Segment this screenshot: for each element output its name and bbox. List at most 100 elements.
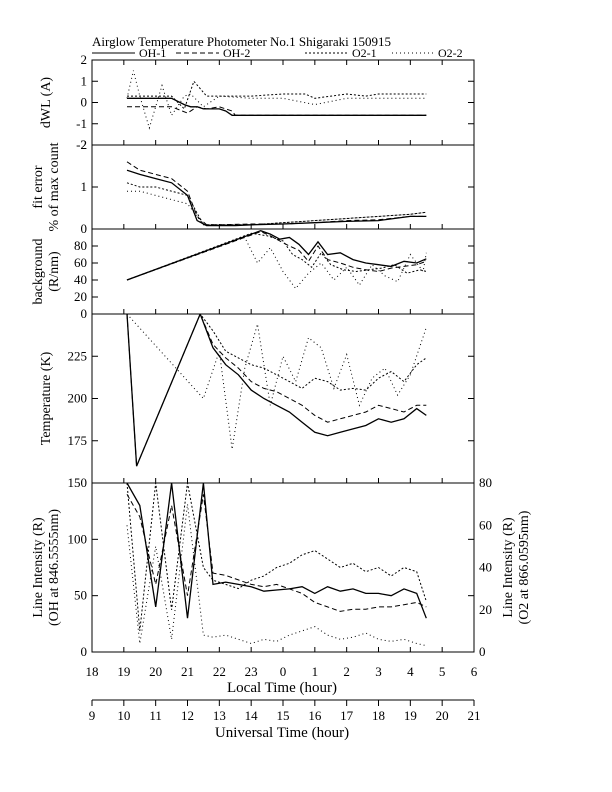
- series-group-temp: [126, 314, 427, 467]
- panels: -2 -1 0 1 2 dWL (A) 0 1 2 fit error% of max count…: [31, 52, 532, 659]
- xtick-label-universal-5: 14: [245, 708, 259, 723]
- ytick-label-dwl-2: 0: [81, 95, 88, 110]
- ytick-right-label-int-1: 20: [479, 602, 492, 617]
- series-int-oh2: [126, 494, 427, 612]
- ytick-label-int-3: 150: [68, 475, 88, 490]
- series-group-bg: [126, 230, 427, 290]
- xtick-label-universal-0: 9: [89, 708, 96, 723]
- ytick-label-fit-0: 0: [81, 221, 88, 236]
- ylabel-right-int-0: Line Intensity (R): [501, 517, 516, 618]
- ytick-label-temp-1: 200: [68, 391, 88, 406]
- xtick-label-local-11: 5: [439, 664, 446, 679]
- xtick-label-universal-3: 12: [181, 708, 194, 723]
- ylabel-temp-0: Temperature (K): [39, 351, 54, 445]
- ytick-label-bg-4: 80: [74, 238, 87, 253]
- legend-item-o21: O2-1: [305, 46, 377, 60]
- series-dwl-oh2: [127, 106, 427, 116]
- ylabel-right-int-1: (O2 at 866.0595nm): [517, 510, 532, 624]
- series-dwl-o22: [126, 70, 427, 130]
- ytick-right-label-int-3: 60: [479, 517, 492, 532]
- ylabel-dwl-0: dWL (A): [39, 77, 54, 129]
- ytick-label-temp-0: 175: [68, 433, 88, 448]
- xtick-label-universal-11: 20: [436, 708, 449, 723]
- legend-label-oh1: OH-1: [139, 46, 166, 60]
- xtick-label-local-12: 6: [471, 664, 478, 679]
- ylabel-bg-1: (R/nm): [47, 251, 62, 292]
- ytick-label-int-2: 100: [68, 531, 88, 546]
- xtick-label-local-8: 2: [343, 664, 350, 679]
- series-group-fit: [126, 161, 427, 227]
- series-int-o21: [126, 483, 427, 631]
- xtick-label-local-6: 0: [280, 664, 287, 679]
- xtick-label-universal-7: 16: [308, 708, 322, 723]
- x-axis-local-time: Local Time (hour) 18 19 20 21 22 23 0 1 2 3 4 5 6: [86, 664, 478, 696]
- series-bg-o22: [126, 236, 427, 290]
- panel-fit: 0 1 2 fit error% of max count: [31, 137, 475, 236]
- series-bg-o21: [126, 232, 427, 281]
- ylabel-bg-0: background: [31, 238, 46, 304]
- xtick-label-local-2: 20: [149, 664, 162, 679]
- series-group-int: [126, 483, 427, 647]
- x-axis-label-universal-time: Universal Time (hour): [215, 725, 349, 741]
- ytick-label-fit-2: 2: [81, 137, 88, 152]
- chart-title: Airglow Temperature Photometer No.1 Shig…: [92, 34, 391, 49]
- xtick-label-local-10: 4: [407, 664, 414, 679]
- ytick-label-bg-2: 40: [74, 272, 87, 287]
- xtick-label-universal-1: 10: [117, 708, 130, 723]
- legend-label-oh2: OH-2: [223, 46, 250, 60]
- series-dwl-oh1: [127, 97, 427, 116]
- xtick-label-universal-8: 17: [340, 708, 354, 723]
- legend-item-oh1: OH-1: [92, 46, 166, 60]
- ytick-label-fit-1: 1: [81, 179, 88, 194]
- series-group-dwl: [126, 70, 427, 130]
- legend-label-o22: O2-2: [438, 46, 463, 60]
- ytick-label-dwl-1: -1: [76, 116, 87, 131]
- series-int-o22: [126, 504, 427, 647]
- ytick-label-int-0: 0: [81, 644, 88, 659]
- xtick-label-local-3: 21: [181, 664, 194, 679]
- series-fit-o21: [126, 182, 427, 226]
- panel-bg: 0 20 40 60 80 background (R/nm): [31, 228, 475, 321]
- series-temp-oh1: [126, 314, 427, 467]
- series-temp-oh2: [126, 314, 427, 467]
- xtick-label-universal-9: 18: [372, 708, 385, 723]
- ytick-right-label-int-0: 0: [479, 644, 486, 659]
- xtick-label-local-4: 22: [213, 664, 226, 679]
- ytick-label-int-1: 50: [74, 588, 87, 603]
- panel-frame-temp: [91, 313, 475, 484]
- ytick-label-bg-0: 0: [81, 306, 88, 321]
- ytick-label-bg-3: 60: [74, 255, 87, 270]
- series-dwl-o21: [127, 80, 427, 110]
- panel-frame-dwl: [91, 59, 475, 146]
- ytick-label-bg-1: 20: [74, 289, 87, 304]
- series-bg-oh2: [126, 231, 427, 281]
- legend-label-o21: O2-1: [352, 46, 377, 60]
- panel-int: 0 50 100 150 0 20 40 60 80 Line Intensity (R) (OH …: [31, 475, 532, 659]
- ytick-label-dwl-4: 2: [81, 52, 88, 67]
- xtick-label-local-1: 19: [117, 664, 130, 679]
- series-int-oh1: [126, 483, 427, 619]
- series-temp-o21: [127, 314, 427, 391]
- series-bg-oh1: [126, 230, 427, 281]
- ytick-label-dwl-3: 1: [81, 73, 88, 88]
- ytick-label-temp-2: 225: [68, 348, 88, 363]
- series-fit-oh1: [126, 169, 427, 227]
- xtick-label-universal-4: 13: [213, 708, 226, 723]
- xtick-label-universal-10: 19: [404, 708, 417, 723]
- ylabel-fit-0: fit error: [31, 165, 46, 208]
- ytick-label-dwl-0: -2: [76, 137, 87, 152]
- panel-temp: 175 200 225 Temperature (K): [39, 313, 475, 484]
- series-fit-oh2: [126, 161, 427, 226]
- legend-item-o22: O2-2: [392, 46, 463, 60]
- ylabel-int-1: (OH at 846.5555nm): [47, 509, 62, 626]
- legend-item-oh2: OH-2: [176, 46, 250, 60]
- series-fit-o22: [127, 190, 427, 226]
- x-axis-universal-time: Universal Time (hour) 9 10 11 12 13 14 15 16 17 1…: [89, 699, 481, 741]
- ytick-right-label-int-4: 80: [479, 475, 492, 490]
- xtick-label-local-9: 3: [375, 664, 382, 679]
- legend: OH-1 OH-2 O2-1 O2-2: [92, 46, 463, 60]
- ytick-right-label-int-2: 40: [479, 560, 492, 575]
- xtick-label-universal-12: 21: [468, 708, 481, 723]
- xtick-label-local-0: 18: [86, 664, 99, 679]
